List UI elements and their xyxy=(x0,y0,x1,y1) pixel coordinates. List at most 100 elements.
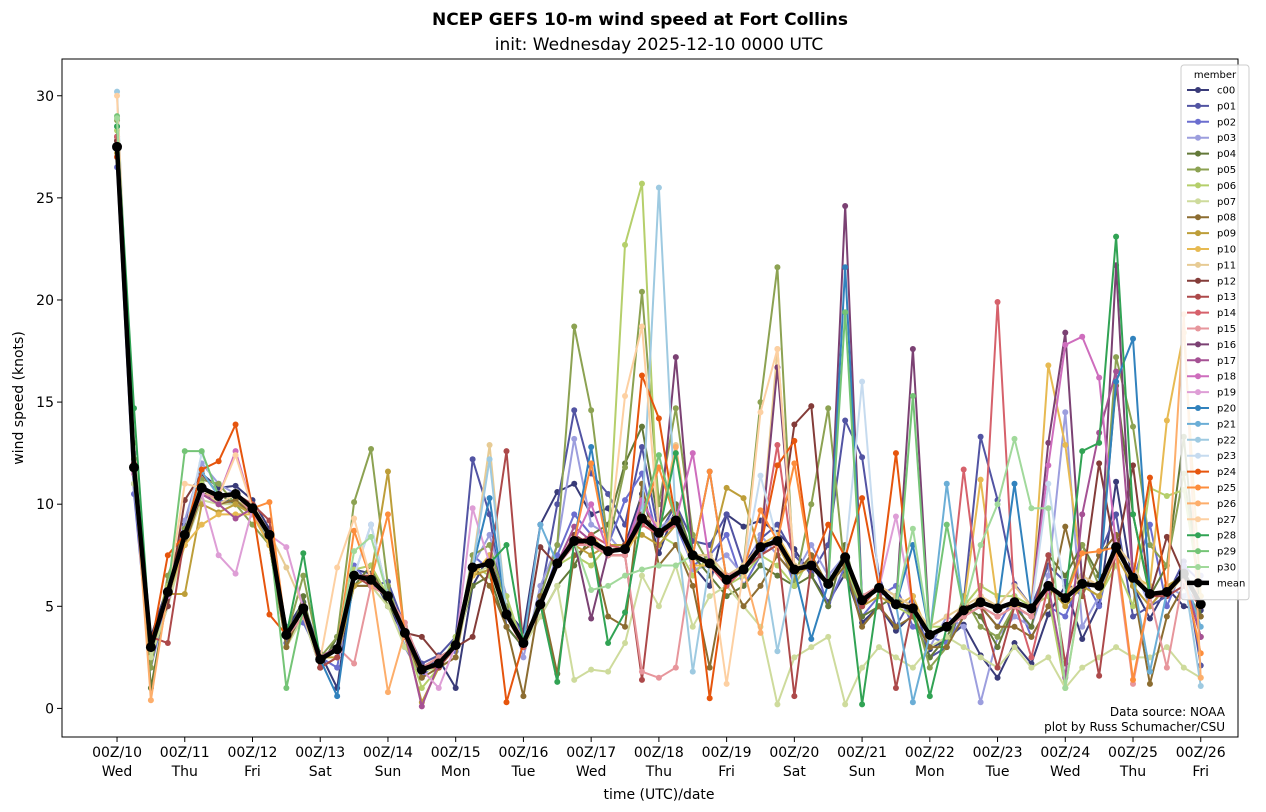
data-point-p09 xyxy=(1062,603,1069,610)
data-point-p13 xyxy=(1045,552,1052,559)
x-tick-day-label: Thu xyxy=(171,764,198,780)
data-point-p27 xyxy=(723,680,730,687)
data-point-p07 xyxy=(1079,664,1086,671)
series-line-p03 xyxy=(116,126,1202,704)
data-point-p30 xyxy=(588,586,595,593)
data-point-p08 xyxy=(943,644,950,651)
data-point-c00 xyxy=(1180,603,1187,610)
x-tick-label: 00Z/18 xyxy=(634,745,684,761)
data-point-mean xyxy=(755,542,766,553)
data-point-mean xyxy=(264,529,275,540)
data-point-p23 xyxy=(757,472,764,479)
data-point-p18 xyxy=(1079,333,1086,340)
legend-label: p17 xyxy=(1217,356,1236,367)
data-point-mean xyxy=(484,558,495,569)
data-point-p19 xyxy=(232,570,239,577)
legend-label: p05 xyxy=(1217,165,1236,176)
x-tick-day-label: Sat xyxy=(309,764,332,780)
data-point-c00 xyxy=(452,684,459,691)
data-point-p24 xyxy=(892,450,899,457)
x-tick-label: 00Z/13 xyxy=(295,745,345,761)
data-point-p20 xyxy=(1011,480,1018,487)
legend-item-p15: p15 xyxy=(1187,324,1236,335)
legend-item-p24: p24 xyxy=(1187,467,1236,478)
data-point-mean xyxy=(1161,587,1172,598)
data-point-p03 xyxy=(960,623,967,630)
data-point-p30 xyxy=(638,566,645,573)
x-tick-day-label: Sat xyxy=(783,764,806,780)
data-point-mean xyxy=(1195,599,1206,610)
data-point-mean xyxy=(382,591,393,602)
data-point-mean xyxy=(874,582,885,593)
data-point-p17 xyxy=(232,515,239,522)
data-point-p05 xyxy=(351,499,358,506)
legend-label: p12 xyxy=(1217,276,1236,287)
data-point-p13 xyxy=(892,684,899,691)
legend-swatch-marker xyxy=(1195,166,1201,173)
data-point-p16 xyxy=(842,203,849,210)
legend-label: p03 xyxy=(1217,133,1236,144)
legend-swatch-marker xyxy=(1195,87,1201,93)
data-point-p05 xyxy=(588,407,595,414)
data-point-p09 xyxy=(1096,593,1103,600)
data-point-p04 xyxy=(757,562,764,569)
data-point-p03 xyxy=(588,521,595,528)
legend-label: p13 xyxy=(1217,292,1236,303)
data-point-p30 xyxy=(1028,505,1035,512)
data-point-p04 xyxy=(825,603,832,610)
data-point-p30 xyxy=(655,562,662,569)
legend-item-p06: p06 xyxy=(1187,181,1236,192)
legend-label: p18 xyxy=(1217,372,1236,383)
data-point-p30 xyxy=(114,115,121,122)
data-point-p11 xyxy=(283,564,290,571)
data-point-p08 xyxy=(706,664,713,671)
legend-label: p22 xyxy=(1217,435,1236,446)
legend-swatch-marker xyxy=(1195,102,1201,109)
legend-item-p14: p14 xyxy=(1187,308,1236,319)
data-point-p22 xyxy=(689,668,696,675)
data-point-mean xyxy=(298,603,309,614)
legend-swatch-marker xyxy=(1195,564,1201,570)
data-point-p07 xyxy=(1113,644,1120,651)
data-point-p05 xyxy=(774,264,781,271)
legend-item-p07: p07 xyxy=(1187,197,1236,208)
data-point-mean xyxy=(467,562,478,573)
data-point-p24 xyxy=(503,699,510,706)
data-point-p02 xyxy=(554,552,561,559)
data-point-p16 xyxy=(1045,439,1052,446)
data-point-mean xyxy=(501,609,512,620)
data-point-p02 xyxy=(1163,603,1170,610)
data-point-mean xyxy=(145,642,156,653)
data-point-p13 xyxy=(503,448,510,455)
data-point-p07 xyxy=(655,603,662,610)
data-point-mean xyxy=(1043,580,1054,591)
y-axis-label: wind speed (knots) xyxy=(11,331,27,465)
data-point-mean xyxy=(196,482,207,493)
data-point-p07 xyxy=(1028,664,1035,671)
legend-item-p09: p09 xyxy=(1187,229,1236,240)
data-point-p12 xyxy=(418,633,425,640)
legend-item-p13: p13 xyxy=(1187,292,1236,303)
data-point-p07 xyxy=(689,623,696,630)
data-point-mean xyxy=(569,535,580,546)
data-point-p13 xyxy=(317,664,324,671)
data-point-mean xyxy=(450,640,461,651)
data-point-p09 xyxy=(181,591,188,598)
data-point-p08 xyxy=(672,542,679,549)
data-point-mean xyxy=(128,462,139,473)
data-point-p08 xyxy=(1045,603,1052,610)
x-tick-label: 00Z/15 xyxy=(431,745,481,761)
legend-label: p02 xyxy=(1217,117,1236,128)
legend-item-c00: c00 xyxy=(1187,86,1235,97)
data-point-p25 xyxy=(706,468,713,475)
data-point-p02 xyxy=(571,511,578,518)
data-point-c00 xyxy=(1146,615,1153,622)
data-point-p08 xyxy=(689,582,696,589)
legend-swatch-marker xyxy=(1195,341,1201,348)
x-tick-label: 00Z/23 xyxy=(973,745,1023,761)
data-point-p07 xyxy=(977,654,984,661)
data-point-p06 xyxy=(622,241,629,248)
data-point-p24 xyxy=(655,415,662,422)
data-point-p07 xyxy=(909,664,916,671)
